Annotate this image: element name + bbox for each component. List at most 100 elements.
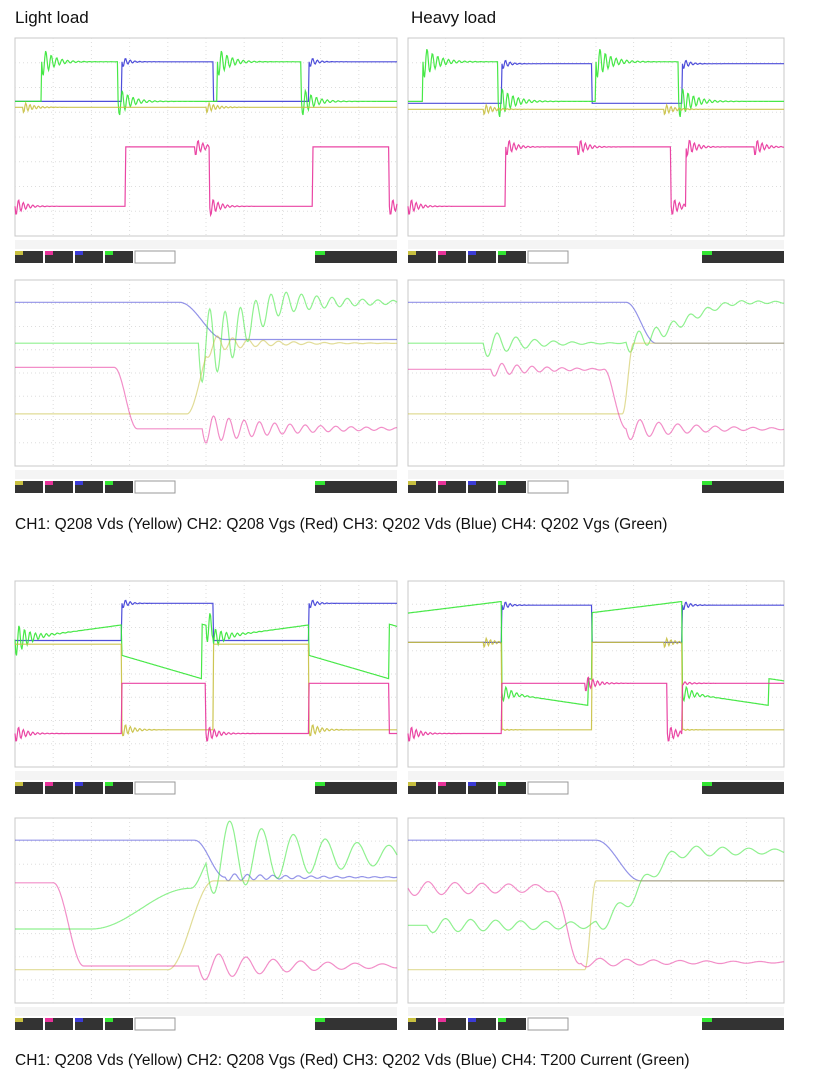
channel-tag <box>702 782 712 786</box>
channel-tag <box>702 481 712 485</box>
scope-trace <box>15 820 398 930</box>
channel-box <box>134 250 176 264</box>
channel-tag <box>408 251 416 255</box>
scope-trace <box>408 880 784 971</box>
channel-tag <box>75 481 83 485</box>
channel-tag <box>315 782 325 786</box>
channel-tag <box>468 1018 476 1022</box>
channel-tag <box>315 251 325 255</box>
scope-capture <box>407 37 785 264</box>
scope-capture <box>407 817 785 1031</box>
channel-tag <box>702 251 712 255</box>
caption: CH1: Q208 Vds (Yellow) CH2: Q208 Vgs (Re… <box>15 516 668 533</box>
channel-tag <box>105 251 113 255</box>
channel-tag <box>438 481 446 485</box>
channel-box <box>527 1017 569 1031</box>
timebase-box <box>702 782 784 794</box>
channel-tag <box>468 481 476 485</box>
channel-box <box>134 781 176 795</box>
channel-tag <box>15 251 23 255</box>
measure-strip <box>15 1007 397 1016</box>
channel-tag <box>498 1018 506 1022</box>
channel-tag <box>468 782 476 786</box>
channel-box <box>527 480 569 494</box>
scope-capture <box>14 37 398 264</box>
channel-tag <box>498 251 506 255</box>
channel-tag <box>438 1018 446 1022</box>
channel-tag <box>468 251 476 255</box>
scope-trace <box>15 880 397 971</box>
channel-tag <box>498 782 506 786</box>
timebase-box <box>702 1018 784 1030</box>
channel-tag <box>15 481 23 485</box>
channel-tag <box>15 1018 23 1022</box>
channel-box <box>134 480 176 494</box>
channel-tag <box>75 251 83 255</box>
scope-trace <box>15 599 397 642</box>
channel-tag <box>105 1018 113 1022</box>
channel-box <box>527 250 569 264</box>
channel-box <box>527 781 569 795</box>
timebase-box <box>702 481 784 493</box>
scope-trace <box>408 300 784 358</box>
scope-trace <box>408 59 784 104</box>
scope-capture <box>14 817 398 1031</box>
scope-capture <box>407 279 785 494</box>
scope-trace <box>15 335 398 415</box>
channel-tag <box>702 1018 712 1022</box>
measure-strip <box>15 240 397 249</box>
channel-tag <box>45 251 53 255</box>
scope-trace <box>407 139 785 215</box>
channel-tag <box>438 251 446 255</box>
scope-trace <box>408 48 784 118</box>
scope-trace <box>15 839 398 882</box>
channel-box <box>134 1017 176 1031</box>
channel-tag <box>45 1018 53 1022</box>
scope-trace <box>15 50 397 116</box>
scope-trace <box>407 881 784 968</box>
channel-tag <box>498 481 506 485</box>
scope-trace <box>15 291 398 384</box>
scope-trace <box>14 682 397 742</box>
channel-tag <box>438 782 446 786</box>
scope-trace <box>408 102 784 116</box>
scope-trace <box>407 600 785 706</box>
channel-tag <box>315 481 325 485</box>
channel-tag <box>45 782 53 786</box>
measure-strip <box>15 470 397 479</box>
measure-strip <box>408 771 784 780</box>
timebase-box <box>702 251 784 263</box>
measure-strip <box>408 1007 784 1016</box>
scope-capture <box>14 580 398 795</box>
scope-trace <box>15 301 397 341</box>
scope-trace <box>408 342 784 415</box>
scope-trace <box>15 882 398 981</box>
channel-tag <box>15 782 23 786</box>
channel-tag <box>408 782 416 786</box>
timebase-box <box>315 251 397 263</box>
scope-trace <box>15 366 398 444</box>
channel-tag <box>75 1018 83 1022</box>
measure-strip <box>408 240 784 249</box>
scope-trace <box>408 636 784 732</box>
timebase-box <box>315 1018 397 1030</box>
scope-trace <box>14 139 398 218</box>
channel-tag <box>75 782 83 786</box>
channel-tag <box>408 1018 416 1022</box>
timebase-box <box>315 782 397 794</box>
timebase-box <box>315 481 397 493</box>
measure-strip <box>408 470 784 479</box>
scope-capture <box>14 279 398 494</box>
scope-trace <box>15 101 397 114</box>
scope-capture <box>407 580 785 795</box>
column-header: Heavy load <box>411 8 497 27</box>
measure-strip <box>15 771 397 780</box>
scope-trace <box>408 845 785 934</box>
column-header: Light load <box>15 8 89 27</box>
caption: CH1: Q208 Vds (Yellow) CH2: Q208 Vgs (Re… <box>15 1052 690 1069</box>
scope-trace <box>407 676 784 742</box>
channel-tag <box>408 481 416 485</box>
scope-trace <box>408 362 785 441</box>
